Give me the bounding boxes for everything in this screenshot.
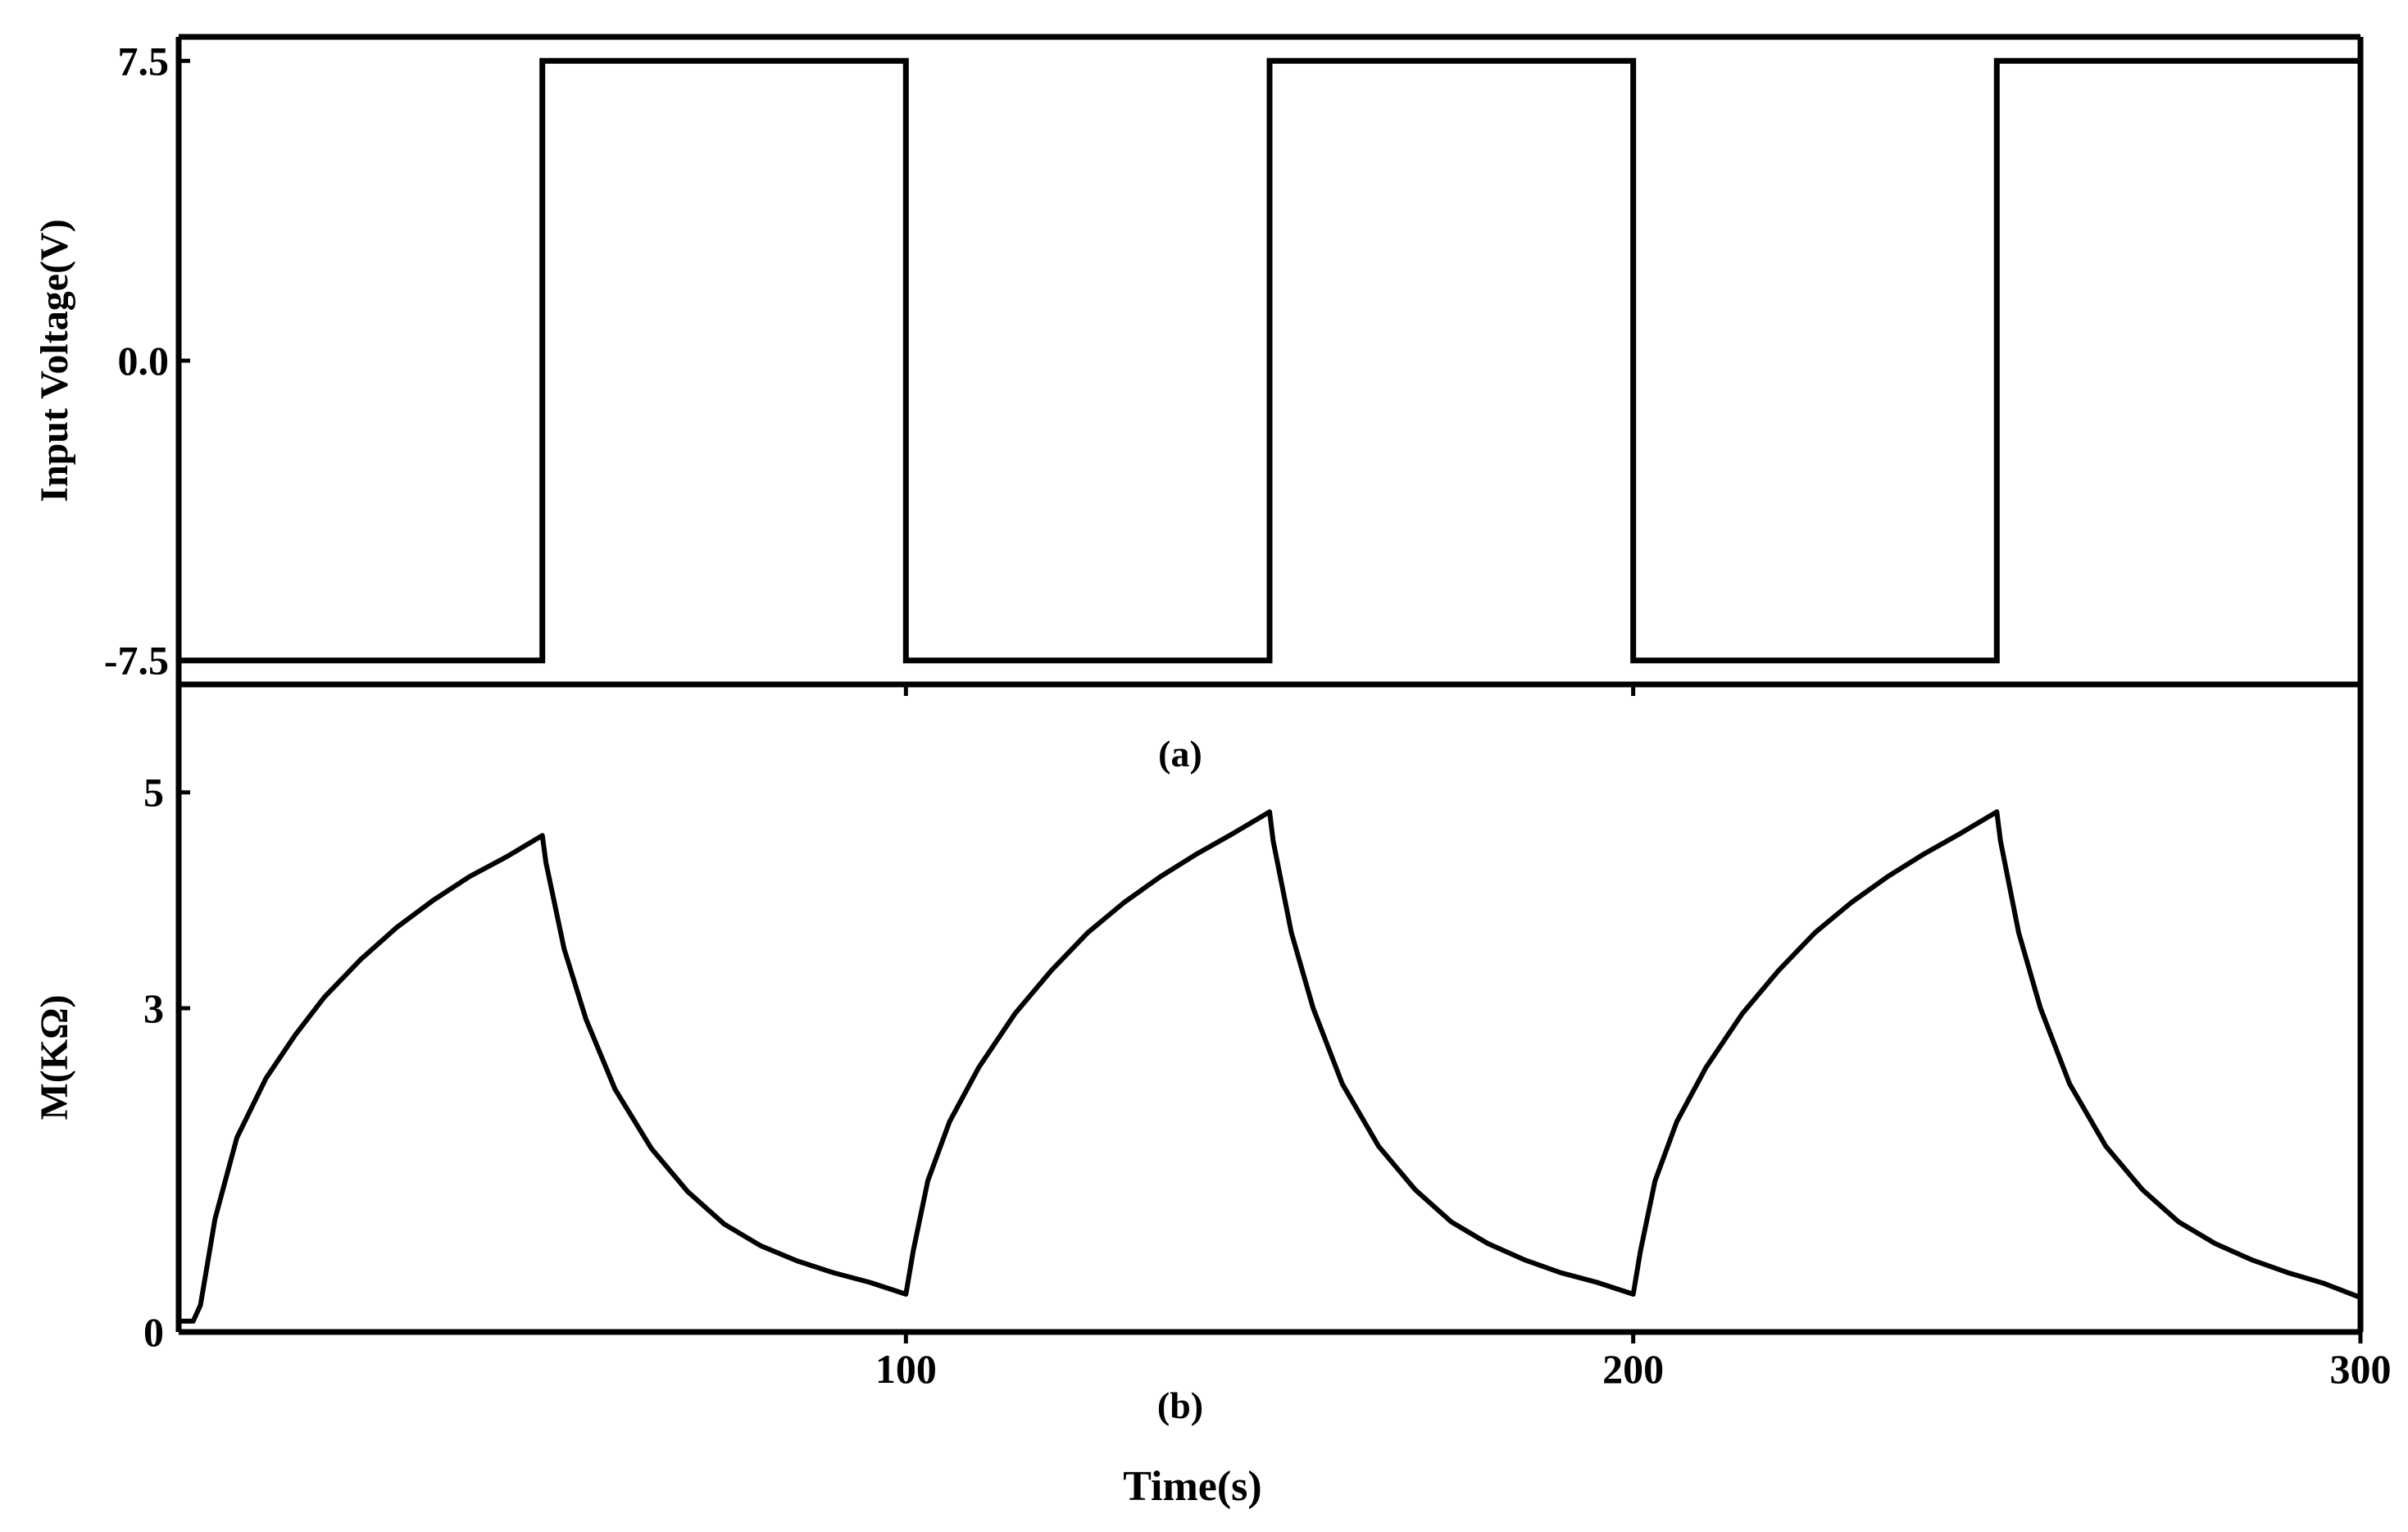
panel-b-y-ticks: 5 3 0 <box>143 770 190 1355</box>
panel-b-y-tick-label: 0 <box>143 1309 164 1355</box>
x-axis-label: Time(s) <box>1123 1463 1261 1510</box>
panel-a-y-tick-label: 7.5 <box>118 38 170 84</box>
panel-b-y-tick-label: 3 <box>143 985 164 1031</box>
x-tick-label: 100 <box>875 1346 937 1392</box>
x-tick-label: 300 <box>2330 1346 2392 1392</box>
panel-a-y-axis-label: Input Voltage(V) <box>33 219 76 502</box>
panel-b-x-ticks: 100 200 300 <box>875 684 2392 1392</box>
series-line-input-voltage <box>179 57 2360 664</box>
panel-b-y-axis-label: M(KΩ) <box>33 994 76 1120</box>
series-line-memristance <box>179 809 2362 1324</box>
panel-b-y-tick-label: 5 <box>143 770 164 816</box>
panel-b-memristance: 5 3 0 100 200 300 (b) Time(s) M(KΩ) <box>33 684 2392 1510</box>
panel-b-label: (b) <box>1157 1384 1203 1426</box>
panel-a-y-tick-label: -7.5 <box>104 638 169 684</box>
panel-a-y-tick-label: 0.0 <box>118 338 170 384</box>
x-tick-label: 200 <box>1602 1346 1664 1392</box>
panel-a-label: (a) <box>1158 733 1202 775</box>
panel-a-input-voltage: 7.5 0.0 -7.5 (a) Input Voltage(V) <box>33 34 2364 775</box>
